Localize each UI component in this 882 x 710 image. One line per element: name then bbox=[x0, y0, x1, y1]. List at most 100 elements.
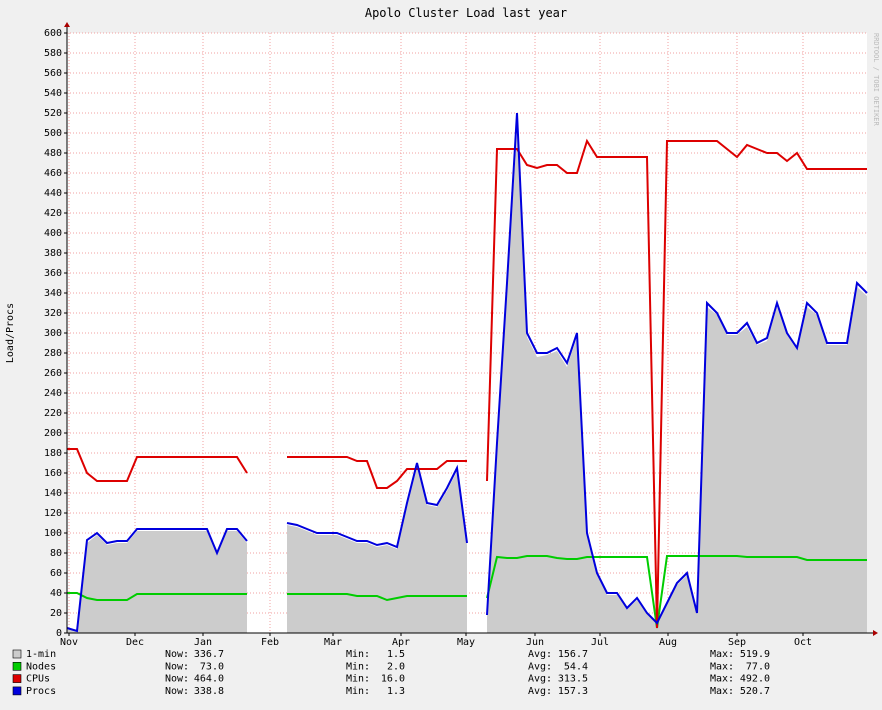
stat-label: Max: bbox=[710, 674, 734, 685]
stat-label: Min: bbox=[346, 674, 370, 685]
stat-label: Avg: bbox=[528, 661, 552, 672]
stat-label: Avg: bbox=[528, 674, 552, 685]
legend-label: Nodes bbox=[26, 661, 56, 672]
stat-value: 492.0 bbox=[740, 674, 770, 685]
stat-value: 1.3 bbox=[387, 686, 405, 697]
y-axis-label: Load/Procs bbox=[5, 303, 16, 363]
stat-value: 313.5 bbox=[558, 674, 588, 685]
y-tick-label: 480 bbox=[44, 148, 62, 159]
y-tick-label: 60 bbox=[50, 568, 62, 579]
y-tick-label: 200 bbox=[44, 428, 62, 439]
stat-value: 54.4 bbox=[564, 661, 588, 672]
line bbox=[287, 456, 467, 489]
stat-value: 464.0 bbox=[194, 674, 224, 685]
legend-swatch bbox=[12, 649, 22, 659]
x-tick-label: Jun bbox=[526, 637, 544, 648]
y-tick-label: 180 bbox=[44, 448, 62, 459]
x-tick-label: Mar bbox=[324, 637, 342, 648]
stat-value: 520.7 bbox=[740, 686, 770, 697]
axis-arrow bbox=[64, 22, 70, 27]
y-tick-label: 580 bbox=[44, 48, 62, 59]
stat-label: Now: bbox=[165, 674, 189, 685]
y-tick-label: 320 bbox=[44, 308, 62, 319]
stat-value: 16.0 bbox=[381, 674, 405, 685]
y-tick-label: 540 bbox=[44, 88, 62, 99]
y-tick-label: 100 bbox=[44, 528, 62, 539]
stat-label: Min: bbox=[346, 661, 370, 672]
line bbox=[67, 448, 248, 482]
line bbox=[486, 555, 867, 629]
x-tick-label: Oct bbox=[794, 637, 812, 648]
stat-label: Max: bbox=[710, 686, 734, 697]
y-tick-label: 280 bbox=[44, 348, 62, 359]
stat-label: Avg: bbox=[528, 686, 552, 697]
stat-label: Now: bbox=[165, 686, 189, 697]
legend-swatch bbox=[12, 674, 22, 683]
stat-label: Now: bbox=[165, 661, 189, 672]
legend-label: 1-min bbox=[26, 649, 56, 660]
y-tick-label: 0 bbox=[56, 628, 62, 639]
area bbox=[67, 531, 247, 633]
line bbox=[66, 528, 248, 633]
x-tick-label: May bbox=[457, 637, 475, 648]
legend-swatch bbox=[12, 661, 22, 671]
line bbox=[486, 138, 867, 629]
stat-value: 519.9 bbox=[740, 649, 770, 660]
y-tick-label: 380 bbox=[44, 248, 62, 259]
stat-label: Now: bbox=[165, 649, 189, 660]
y-tick-label: 40 bbox=[50, 588, 62, 599]
line bbox=[287, 593, 467, 602]
axis-arrow bbox=[873, 630, 878, 636]
x-tick-label: Jul bbox=[591, 637, 609, 648]
line bbox=[486, 112, 868, 625]
x-tick-label: Dec bbox=[126, 637, 144, 648]
line bbox=[67, 592, 247, 601]
legend-swatch bbox=[12, 686, 22, 696]
stat-value: 1.5 bbox=[387, 649, 405, 660]
y-tick-label: 260 bbox=[44, 368, 62, 379]
y-tick-label: 360 bbox=[44, 268, 62, 279]
line bbox=[286, 462, 468, 549]
y-tick-label: 340 bbox=[44, 288, 62, 299]
y-tick-label: 460 bbox=[44, 168, 62, 179]
stat-value: 77.0 bbox=[746, 661, 770, 672]
stat-label: Avg: bbox=[528, 649, 552, 660]
legend-label: CPUs bbox=[26, 674, 50, 685]
x-tick-label: Nov bbox=[60, 637, 78, 648]
y-tick-label: 420 bbox=[44, 208, 62, 219]
y-tick-label: 500 bbox=[44, 128, 62, 139]
y-tick-label: 20 bbox=[50, 608, 62, 619]
x-tick-label: Apr bbox=[392, 637, 410, 648]
stat-value: 73.0 bbox=[200, 661, 224, 672]
y-tick-label: 440 bbox=[44, 188, 62, 199]
stat-label: Min: bbox=[346, 649, 370, 660]
y-tick-label: 560 bbox=[44, 68, 62, 79]
stat-label: Max: bbox=[710, 649, 734, 660]
stat-value: 156.7 bbox=[558, 649, 588, 660]
x-tick-label: Sep bbox=[728, 637, 746, 648]
y-tick-label: 220 bbox=[44, 408, 62, 419]
y-tick-label: 600 bbox=[44, 28, 62, 39]
y-tick-label: 240 bbox=[44, 388, 62, 399]
x-tick-label: Jan bbox=[194, 637, 212, 648]
watermark: RRDTOOL / TOBI OETIKER bbox=[872, 33, 880, 127]
y-tick-label: 400 bbox=[44, 228, 62, 239]
stat-label: Max: bbox=[710, 661, 734, 672]
area bbox=[287, 467, 467, 633]
stat-value: 2.0 bbox=[387, 661, 405, 672]
y-tick-label: 160 bbox=[44, 468, 62, 479]
x-tick-label: Aug bbox=[659, 637, 677, 648]
stat-value: 336.7 bbox=[194, 649, 224, 660]
y-tick-label: 80 bbox=[50, 548, 62, 559]
stat-value: 157.3 bbox=[558, 686, 588, 697]
legend-label: Procs bbox=[26, 686, 56, 697]
stat-value: 338.8 bbox=[194, 686, 224, 697]
stat-label: Min: bbox=[346, 686, 370, 697]
x-tick-label: Feb bbox=[261, 637, 279, 648]
chart-title: Apolo Cluster Load last year bbox=[365, 6, 567, 20]
y-tick-label: 140 bbox=[44, 488, 62, 499]
y-tick-label: 120 bbox=[44, 508, 62, 519]
area bbox=[487, 133, 867, 633]
y-tick-label: 300 bbox=[44, 328, 62, 339]
